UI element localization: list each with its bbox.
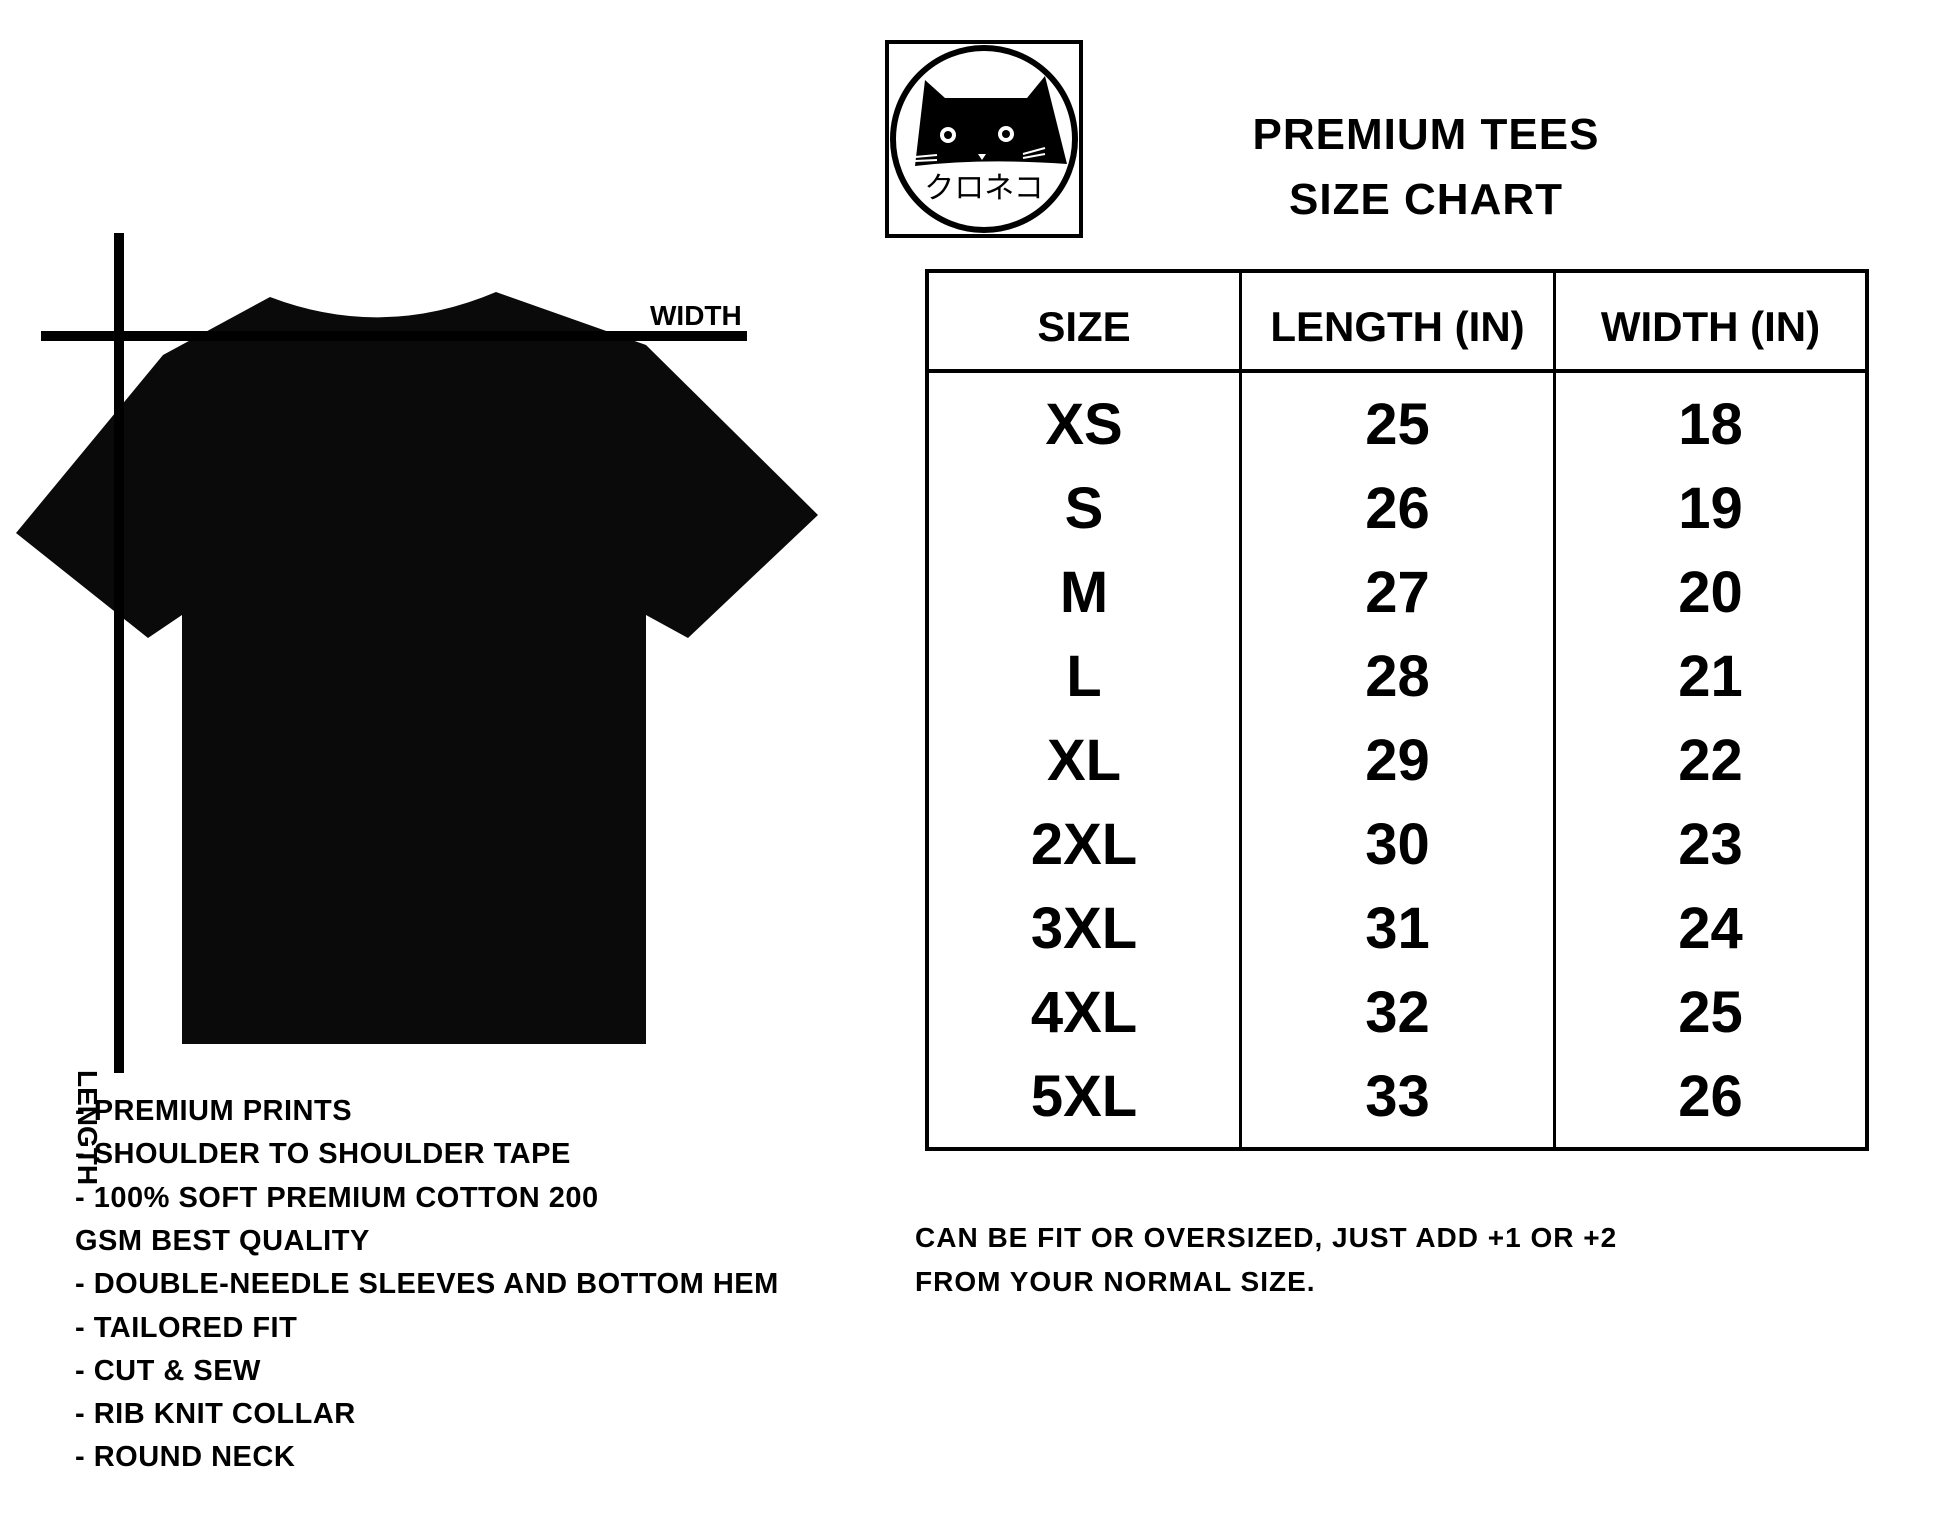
brand-logo: クロネコ (885, 40, 1083, 238)
width-label: WIDTH (650, 300, 742, 331)
fit-note-line-1: CAN BE FIT OR OVERSIZED, JUST ADD +1 OR … (915, 1222, 1618, 1253)
size-cell: XS (1045, 392, 1123, 457)
size-cell: S (1064, 476, 1104, 541)
length-measure-line (114, 233, 124, 1073)
length-cell: 32 (1365, 980, 1430, 1045)
width-cell: 25 (1678, 980, 1743, 1045)
size-cell: 2XL (1030, 812, 1138, 877)
width-cell: 22 (1678, 728, 1743, 793)
feature-item: GSM BEST QUALITY (75, 1224, 370, 1257)
size-cell: L (1066, 644, 1102, 709)
width-cell: 24 (1678, 896, 1743, 961)
fit-note-line-2: FROM YOUR NORMAL SIZE. (915, 1266, 1316, 1297)
length-cell: 28 (1365, 644, 1430, 709)
size-cell: M (1059, 560, 1109, 625)
width-cell: 18 (1678, 392, 1743, 457)
svg-text:クロネコ: クロネコ (924, 171, 1043, 206)
feature-item: - TAILORED FIT (75, 1311, 298, 1344)
width-cell: 26 (1678, 1064, 1743, 1129)
length-cell: 25 (1365, 392, 1430, 457)
length-cell: 27 (1365, 560, 1430, 625)
column-header-length: LENGTH (IN) (1270, 303, 1525, 350)
feature-item: - CUT & SEW (75, 1354, 261, 1387)
width-cell: 23 (1678, 812, 1743, 877)
width-cell: 19 (1678, 476, 1743, 541)
size-cell: 5XL (1030, 1064, 1138, 1129)
tshirt-image (16, 292, 818, 1044)
cat-logo-icon: クロネコ (885, 40, 1083, 238)
feature-item: - DOUBLE-NEEDLE SLEEVES AND BOTTOM HEM (75, 1268, 779, 1301)
feature-item: - ROUND NECK (75, 1441, 296, 1474)
page-title: PREMIUM TEES (1252, 110, 1600, 159)
width-measure-line (41, 331, 747, 341)
length-cell: 29 (1365, 728, 1430, 793)
length-cell: 33 (1365, 1064, 1430, 1129)
column-header-size: SIZE (1037, 303, 1131, 350)
size-cell: 3XL (1030, 896, 1138, 961)
column-header-width: WIDTH (IN) (1600, 303, 1821, 350)
length-cell: 30 (1365, 812, 1430, 877)
length-cell: 26 (1365, 476, 1430, 541)
width-cell: 20 (1678, 560, 1743, 625)
feature-item: - RIB KNIT COLLAR (75, 1398, 356, 1431)
size-cell: XL (1046, 728, 1122, 793)
feature-item: - SHOULDER TO SHOULDER TAPE (75, 1138, 571, 1171)
size-chart-table: SIZE LENGTH (IN) WIDTH (IN) XS 25 18 S 26 19 M… (925, 269, 1869, 1151)
width-cell: 21 (1678, 644, 1743, 709)
size-cell: 4XL (1030, 980, 1138, 1045)
length-cell: 31 (1365, 896, 1430, 961)
page-subtitle: SIZE CHART (1289, 175, 1563, 224)
tshirt-diagram (16, 233, 818, 1073)
feature-item: - 100% SOFT PREMIUM COTTON 200 (75, 1181, 599, 1214)
feature-item: - PREMIUM PRINTS (75, 1095, 353, 1127)
